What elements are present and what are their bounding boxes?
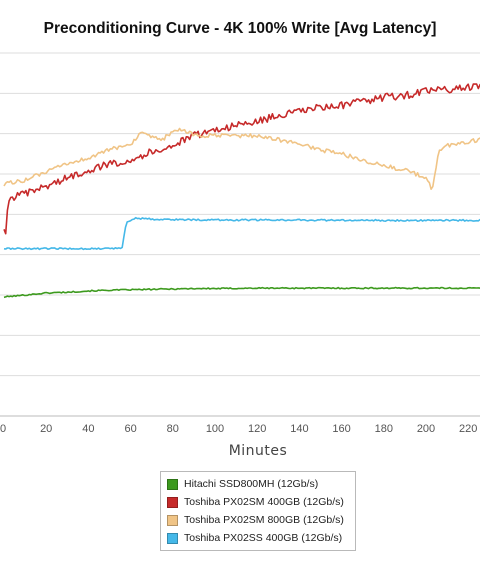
legend-swatch: [167, 532, 178, 544]
legend-label: Hitachi SSD800MH (12Gb/s): [184, 478, 319, 490]
chart-title: Preconditioning Curve - 4K 100% Write [A…: [43, 20, 437, 37]
legend-item: Toshiba PX02SM 800GB (12Gb/s): [161, 511, 355, 529]
legend-label: Toshiba PX02SM 400GB (12Gb/s): [184, 496, 344, 508]
legend-item: Toshiba PX02SS 400GB (12Gb/s): [161, 529, 355, 547]
x-tick-label: 80: [167, 423, 179, 435]
x-tick-label: 120: [248, 423, 266, 435]
series-line-4: [3, 216, 480, 251]
x-tick-label: 20: [40, 423, 52, 435]
series-line-1: [3, 286, 480, 299]
x-tick-label: 160: [332, 423, 350, 435]
x-tick-label: 60: [124, 423, 136, 435]
x-tick-label: 180: [375, 423, 393, 435]
series-line-2: [3, 83, 480, 235]
legend-label: Toshiba PX02SM 800GB (12Gb/s): [184, 514, 344, 526]
legend-swatch: [167, 514, 178, 526]
series-lines: [3, 83, 480, 299]
x-tick-label: 220: [459, 423, 477, 435]
legend-swatch: [167, 478, 178, 490]
x-axis-label: Minutes: [229, 443, 288, 459]
x-tick-label: 40: [82, 423, 94, 435]
x-tick-label: 140: [290, 423, 308, 435]
x-axis-ticks: 020406080100120140160180200220240260280: [0, 423, 477, 435]
legend-item: Hitachi SSD800MH (12Gb/s): [161, 475, 355, 493]
legend: Hitachi SSD800MH (12Gb/s) Toshiba PX02SM …: [160, 471, 356, 551]
gridlines: [0, 52, 480, 417]
series-line-3: [3, 127, 480, 190]
x-tick-label: 200: [417, 423, 435, 435]
legend-item: Toshiba PX02SM 400GB (12Gb/s): [161, 493, 355, 511]
x-tick-label: 100: [206, 423, 224, 435]
legend-label: Toshiba PX02SS 400GB (12Gb/s): [184, 532, 343, 544]
legend-swatch: [167, 496, 178, 508]
x-tick-label: 0: [0, 423, 6, 435]
